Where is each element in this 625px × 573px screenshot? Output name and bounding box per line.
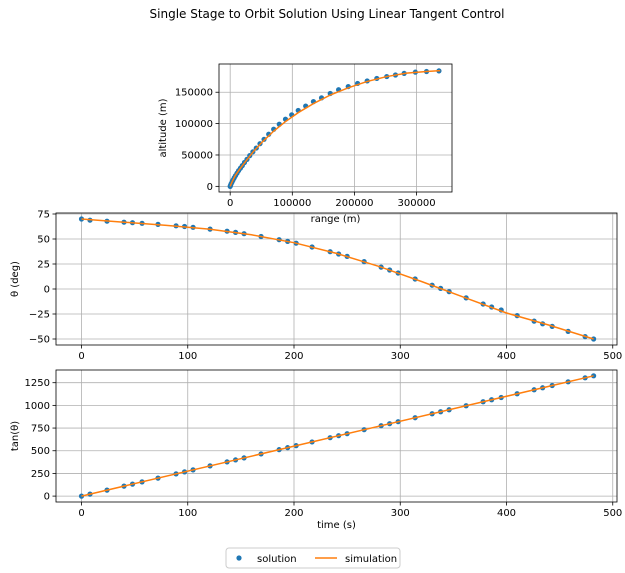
x-tick-label: 100 — [178, 508, 197, 519]
x-tick-label: 300 — [391, 351, 410, 362]
y-tick-label: 50000 — [181, 150, 213, 161]
legend-solution-marker — [236, 555, 242, 561]
y-tick-label: 1250 — [25, 378, 50, 389]
x-tick-label: 200 — [284, 351, 303, 362]
x-tick-label: 300000 — [397, 198, 435, 209]
x-tick-label: 400 — [497, 351, 516, 362]
x-tick-label: 500 — [603, 351, 622, 362]
subplot-range-altitude: 0 100000 200000 300000 0 50000 100000 150000 alt… — [158, 63, 453, 225]
y-tick-label: 250 — [31, 469, 50, 480]
legend-simulation-label: simulation — [345, 554, 397, 565]
x-tick-label: 400 — [497, 508, 516, 519]
y-tick-label: 25 — [37, 260, 50, 271]
y-tick-label: 500 — [31, 446, 50, 457]
simulation-line — [229, 69, 441, 187]
x-tick-label: 0 — [78, 508, 84, 519]
x-tick-label: 100 — [178, 351, 197, 362]
x-tick-label: 0 — [78, 351, 84, 362]
y-axis-label: altitude (m) — [158, 98, 169, 157]
y-tick-label: 1000 — [25, 401, 50, 412]
y-axis-label: tan(θ) — [10, 421, 21, 451]
legend: solution simulation — [225, 547, 401, 569]
y-tick-label: 0 — [44, 492, 50, 503]
simulation-line — [81, 375, 594, 497]
y-tick-label: 0 — [44, 285, 50, 296]
y-axis-label: θ (deg) — [10, 261, 21, 297]
y-tick-label: −25 — [29, 310, 50, 321]
figure-title: Single Stage to Orbit Solution Using Lin… — [150, 7, 505, 21]
x-tick-label: 200000 — [335, 198, 373, 209]
subplot-time-theta: 0 100 200 300 400 500 −50 −25 0 25 50 75 θ (deg) — [10, 210, 622, 363]
legend-solution-label: solution — [257, 554, 297, 565]
simulation-line — [81, 218, 594, 340]
y-tick-label: 750 — [31, 424, 50, 435]
x-axis-label: time (s) — [317, 520, 356, 531]
axes-frame — [55, 369, 618, 503]
y-tick-label: 0 — [207, 182, 213, 193]
axes-frame — [55, 212, 618, 346]
x-tick-label: 500 — [603, 508, 622, 519]
y-tick-label: −50 — [29, 335, 50, 346]
legend-frame — [225, 547, 401, 569]
x-tick-label: 200 — [284, 508, 303, 519]
y-tick-label: 50 — [37, 235, 50, 246]
x-tick-label: 0 — [227, 198, 233, 209]
solution-point — [78, 493, 85, 499]
x-tick-label: 300 — [391, 508, 410, 519]
y-tick-label: 100000 — [175, 119, 213, 130]
x-axis-label: range (m) — [311, 214, 361, 225]
y-tick-label: 150000 — [175, 88, 213, 99]
axes-frame — [218, 63, 453, 193]
y-tick-label: 75 — [37, 210, 50, 221]
subplot-time-tan-theta: 0 100 200 300 400 500 0 250 500 750 1000 1250 tan(θ)… — [10, 369, 622, 531]
x-tick-label: 100000 — [273, 198, 311, 209]
